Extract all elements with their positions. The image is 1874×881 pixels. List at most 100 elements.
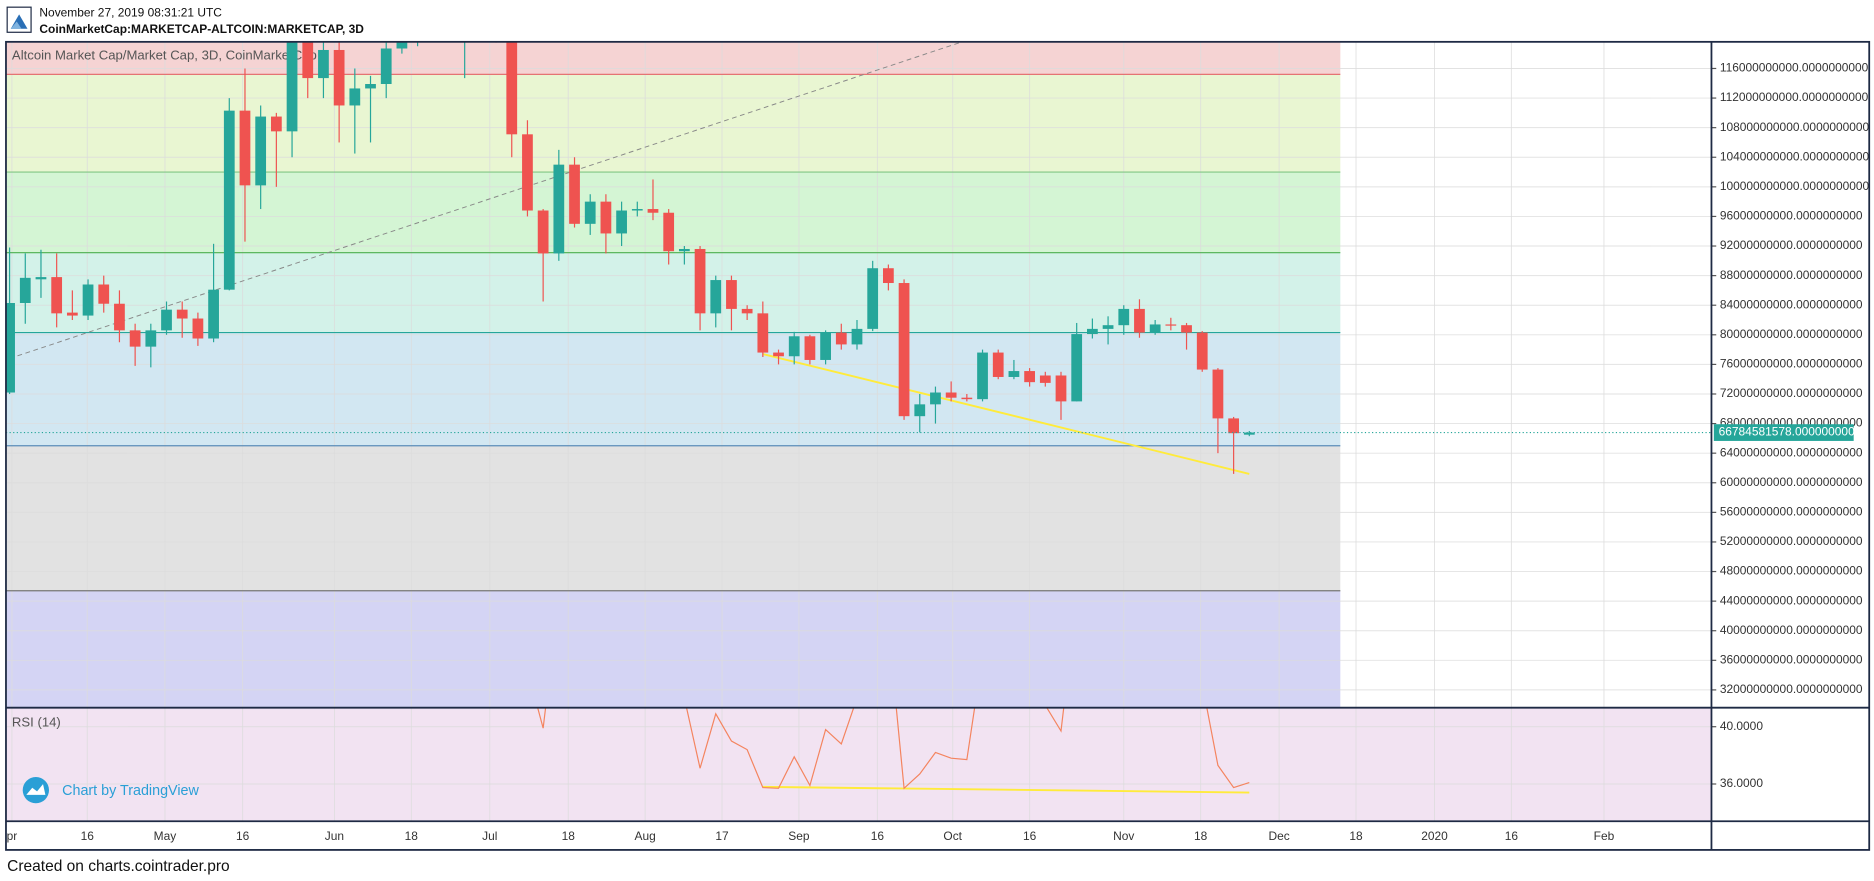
y-tick-label: 80000000000.0000000000 [1720,327,1863,341]
candle-body [98,284,110,304]
watermark: Chart by TradingView [22,777,200,804]
y-tick-label: 48000000000.0000000000 [1720,564,1863,578]
y-tick-label: 64000000000.0000000000 [1720,445,1863,459]
x-tick-label: May [154,829,177,843]
candle-body [176,309,188,319]
candle-body [1055,375,1067,402]
x-tick-label: 16 [236,829,250,843]
rsi-title: RSI (14) [12,715,61,730]
candle-body [208,289,219,339]
candle-body [773,352,784,357]
candle-body [867,268,879,329]
rsi-band [5,707,1712,822]
candle-body [333,49,345,106]
last-price-label: 66784581578.0000000000 [1719,425,1862,439]
timestamp: November 27, 2019 08:31:21 UTC [39,5,222,19]
candle-body [835,332,847,345]
candle-body [1165,324,1177,326]
candle-body [145,330,157,347]
candle-body [898,283,910,417]
zone-band [5,332,1341,446]
y-tick-label: 96000000000.0000000000 [1720,209,1863,223]
x-tick-label: 16 [81,829,95,843]
candle-body [522,134,533,211]
candle-body [1008,371,1020,377]
candle-body [930,392,941,405]
candle-body [584,201,596,224]
x-tick-label: 17 [715,829,729,843]
candle-body [616,210,627,234]
rsi-pane: RSI (14) [5,707,1712,822]
candle-body [694,248,706,314]
candle-body [1134,308,1145,333]
zone-band [5,590,1341,708]
watermark-text: Chart by TradingView [62,783,199,799]
chart-title: Altcoin Market Cap/Market Cap, 3D, CoinM… [12,48,317,63]
candle-body [396,41,408,49]
y-tick-label: 76000000000.0000000000 [1720,357,1863,371]
candle-body [600,201,612,234]
candle-body [223,110,235,290]
candle-body [945,392,957,398]
axes: pr 16 May 16 Jun 18 Jul 18 Aug 17 Sep 16 Oct 16 Nov 18 D… [7,61,1870,843]
logo [6,6,32,33]
candle-body [380,48,392,85]
y-tick-label: 84000000000.0000000000 [1720,297,1863,311]
candle-body [302,41,314,79]
candle-body [788,336,800,357]
candle-body [757,313,769,353]
x-tick-label: Aug [635,829,656,843]
y-tick-label: 36.0000 [1720,776,1764,790]
y-tick-label: 116000000000.0000000000 [1720,61,1869,75]
candle-body [569,164,580,224]
zone-band [5,41,1341,75]
x-tick-label: Sep [788,829,810,843]
candle-body [537,210,549,254]
y-tick-label: 104000000000.0000000000 [1720,149,1870,163]
x-tick-label: 18 [1194,829,1208,843]
candle-body [1102,325,1114,329]
candle-body [977,352,988,400]
candle-body [506,41,518,135]
trendline [762,353,1250,475]
y-tick-label: 72000000000.0000000000 [1720,386,1863,400]
y-tick-label: 40.0000 [1720,719,1764,733]
y-tick-label: 108000000000.0000000000 [1720,120,1870,134]
candle-body [19,277,31,303]
frame [5,40,1871,851]
candle-body [992,352,1004,377]
y-tick-label: 32000000000.0000000000 [1720,682,1863,696]
candle-body [1071,334,1083,402]
last-price-box [1713,424,1854,441]
candle-body [1039,375,1051,383]
y-tick-label: 112000000000.0000000000 [1720,90,1869,104]
zone-band [5,445,1341,591]
x-tick-label: 18 [562,829,576,843]
candle-body [5,302,15,393]
candle-body [129,330,141,347]
candle-body [1149,324,1161,333]
candle-body [678,248,690,252]
candle-body [1118,308,1130,326]
y-tick-label: 56000000000.0000000000 [1720,505,1863,519]
y-tick-label: 60000000000.0000000000 [1720,475,1863,489]
x-tick-label: 2020 [1421,829,1448,843]
y-tick-label: 44000000000.0000000000 [1720,593,1863,607]
candle-body [82,284,94,316]
x-tick-label: 18 [1349,829,1363,843]
x-tick-label: 16 [1505,829,1519,843]
x-tick-label: Jul [482,829,497,843]
candle-body [820,332,831,360]
candle-body [1087,328,1098,335]
candle-body [1181,325,1192,333]
symbol: CoinMarketCap:MARKETCAP-ALTCOIN:MARKETCA… [39,22,364,36]
candle-body [114,303,125,331]
candle-body [882,268,894,284]
candle-body [51,277,63,314]
candle-body [1196,332,1208,370]
candle-body [66,312,78,316]
x-tick-label: Feb [1594,829,1615,843]
x-tick-label: Jun [325,829,344,843]
y-tick-label: 100000000000.0000000000 [1720,179,1870,193]
